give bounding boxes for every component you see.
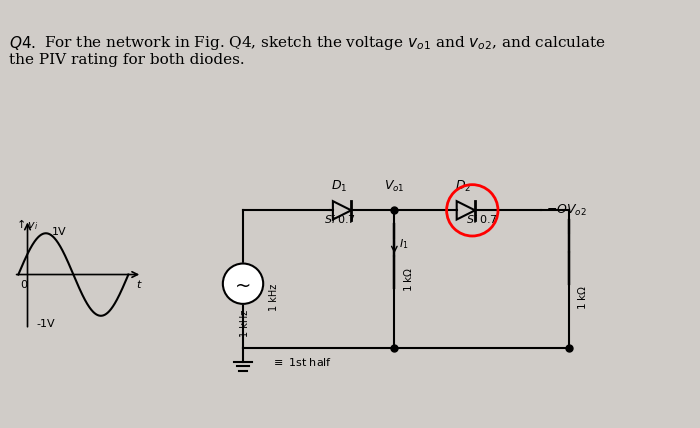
Text: 1 kHz: 1 kHz	[240, 309, 250, 337]
Text: -1V: -1V	[36, 318, 55, 329]
Text: $-OV_{o2}$: $-OV_{o2}$	[546, 203, 587, 218]
Text: $Si\ 0.7$: $Si\ 0.7$	[466, 213, 497, 225]
Text: ~: ~	[234, 277, 251, 296]
Text: 0: 0	[20, 280, 27, 290]
Text: $Si\ 0.7$: $Si\ 0.7$	[323, 213, 355, 225]
Text: the PIV rating for both diodes.: the PIV rating for both diodes.	[9, 53, 245, 67]
Circle shape	[223, 264, 263, 304]
Text: $\equiv$ 1st half: $\equiv$ 1st half	[270, 356, 332, 368]
Text: 1V: 1V	[51, 227, 66, 237]
Text: $I_1$: $I_1$	[399, 237, 408, 251]
Text: 1 k$\Omega$: 1 k$\Omega$	[576, 285, 588, 310]
Text: $V_{o1}$: $V_{o1}$	[384, 179, 405, 194]
Text: 1 kHz: 1 kHz	[269, 284, 279, 311]
Text: For the network in Fig. Q4, sketch the voltage $v_{o1}$ and $v_{o2}$, and calcul: For the network in Fig. Q4, sketch the v…	[44, 34, 606, 52]
Text: $\uparrow v_i$: $\uparrow v_i$	[14, 218, 38, 232]
Text: 1 k$\Omega$: 1 k$\Omega$	[402, 267, 414, 292]
Text: $Q4.$: $Q4.$	[9, 34, 36, 52]
Text: $D_2$: $D_2$	[455, 179, 471, 194]
Text: $D_1$: $D_1$	[331, 179, 347, 194]
Text: $t$: $t$	[136, 278, 142, 290]
